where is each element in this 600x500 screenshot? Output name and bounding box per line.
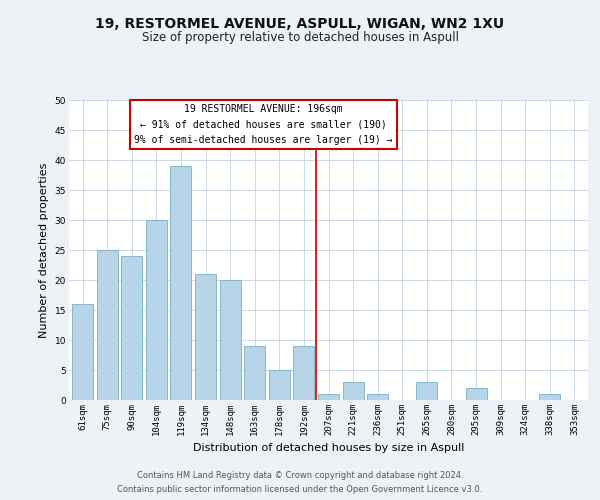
Bar xyxy=(539,394,560,400)
Text: Contains public sector information licensed under the Open Government Licence v3: Contains public sector information licen… xyxy=(118,485,482,494)
Bar xyxy=(170,166,191,400)
Bar xyxy=(72,304,93,400)
Bar xyxy=(195,274,216,400)
Bar xyxy=(269,370,290,400)
Bar xyxy=(343,382,364,400)
Bar xyxy=(220,280,241,400)
Bar xyxy=(146,220,167,400)
Y-axis label: Number of detached properties: Number of detached properties xyxy=(39,162,49,338)
Bar xyxy=(416,382,437,400)
Text: Contains HM Land Registry data © Crown copyright and database right 2024.: Contains HM Land Registry data © Crown c… xyxy=(137,471,463,480)
Bar xyxy=(466,388,487,400)
Bar xyxy=(97,250,118,400)
Text: 19 RESTORMEL AVENUE: 196sqm
← 91% of detached houses are smaller (190)
9% of sem: 19 RESTORMEL AVENUE: 196sqm ← 91% of det… xyxy=(134,104,393,145)
Text: 19, RESTORMEL AVENUE, ASPULL, WIGAN, WN2 1XU: 19, RESTORMEL AVENUE, ASPULL, WIGAN, WN2… xyxy=(95,18,505,32)
Bar xyxy=(318,394,339,400)
Bar xyxy=(121,256,142,400)
Bar xyxy=(367,394,388,400)
X-axis label: Distribution of detached houses by size in Aspull: Distribution of detached houses by size … xyxy=(193,444,464,454)
Text: Size of property relative to detached houses in Aspull: Size of property relative to detached ho… xyxy=(142,31,458,44)
Bar xyxy=(244,346,265,400)
Bar xyxy=(293,346,314,400)
